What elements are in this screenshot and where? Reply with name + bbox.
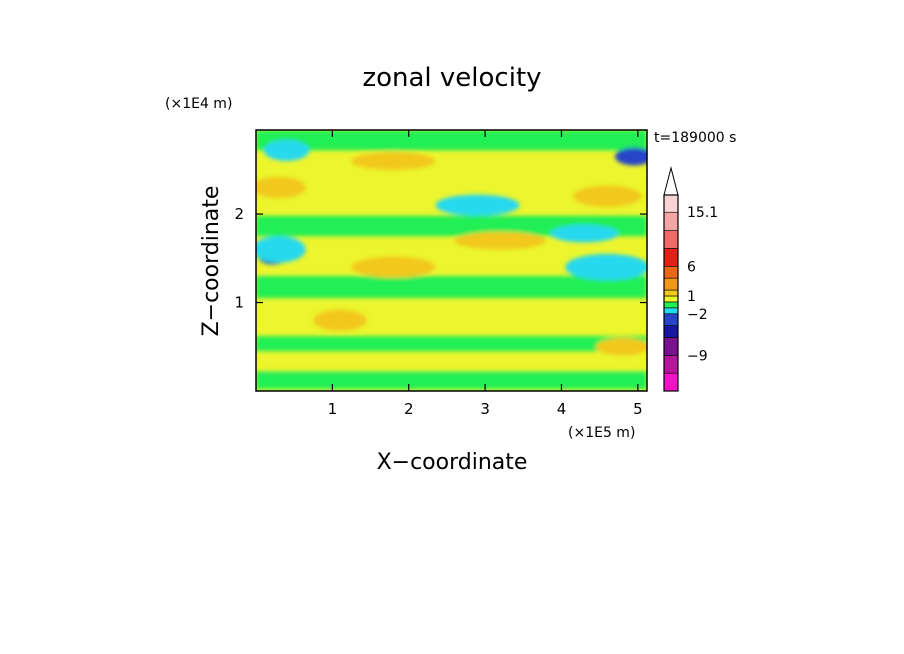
colorbar-label: 1 [687,289,696,305]
contour-positive-mid-center [351,256,436,278]
x-axis-label: X−coordinate [377,450,528,475]
colorbar-label: −9 [687,348,708,364]
contour-positive-upper-mid [351,152,436,170]
contour-mid-left-cyan [256,236,306,263]
colorbar-level [663,372,679,392]
x-tick-label: 5 [633,400,643,418]
colorbar-level [663,194,679,213]
colorbar-label: −2 [687,307,708,323]
colorbar-level [663,277,679,291]
colorbar-level [663,307,679,315]
colorbar-label: 15.1 [687,205,718,221]
y-axis-label: Z−coordinate [199,186,224,337]
y-tick-label: 1 [234,294,244,312]
y-axis-unit: (×1E4 m) [165,96,232,112]
colorbar-level [663,355,679,374]
colorbar-level [663,325,679,338]
colorbar-level [663,211,679,231]
colorbar-level [663,301,679,309]
x-tick-label: 3 [480,400,490,418]
colorbar-level [663,289,679,297]
colorbar-level [663,337,679,356]
colorbar-level [663,295,679,303]
contour-positive-mid-left [313,309,367,331]
colorbar-level [663,230,679,249]
contour-top-left-negative [263,139,310,161]
contour-lower-jet-band [256,371,647,390]
contour-lower-mid-band [256,336,647,352]
contour-positive-mid-right [454,231,547,250]
time-label: t=189000 s [654,130,736,146]
colorbar: 15.1 6 1 −2 −9 [663,166,718,392]
contour-upper-right-cyan [550,224,619,243]
contour-positive-upper-left [256,176,306,199]
y-axis-ticks: 12 [234,205,647,312]
colorbar-level [663,265,679,279]
y-tick-label: 2 [234,205,244,223]
colorbar-frame [663,194,679,392]
contour-positive-low-right [595,337,647,356]
colorbar-label: 6 [687,259,696,275]
contour-positive-upper-right [572,185,642,207]
contour-mid-right-cyan [565,253,647,281]
x-tick-label: 1 [328,400,338,418]
contour-upper-band [256,215,647,237]
x-axis-unit: (×1E5 m) [568,425,635,441]
x-tick-label: 4 [557,400,567,418]
contour-top-band [256,130,647,151]
x-tick-label: 2 [404,400,414,418]
contour-mid-band [256,275,647,299]
colorbar-level [663,313,679,326]
contour-upper-mid-cyan [435,194,520,216]
contour-top-right-negative [614,147,647,166]
chart-title: zonal velocity [362,63,541,93]
colorbar-max-arrow [663,166,679,196]
colorbar-level [663,248,679,267]
plot-frame [255,129,648,392]
x-axis-ticks: 1 2 3 4 5 [328,130,643,418]
plot-area [256,130,647,391]
